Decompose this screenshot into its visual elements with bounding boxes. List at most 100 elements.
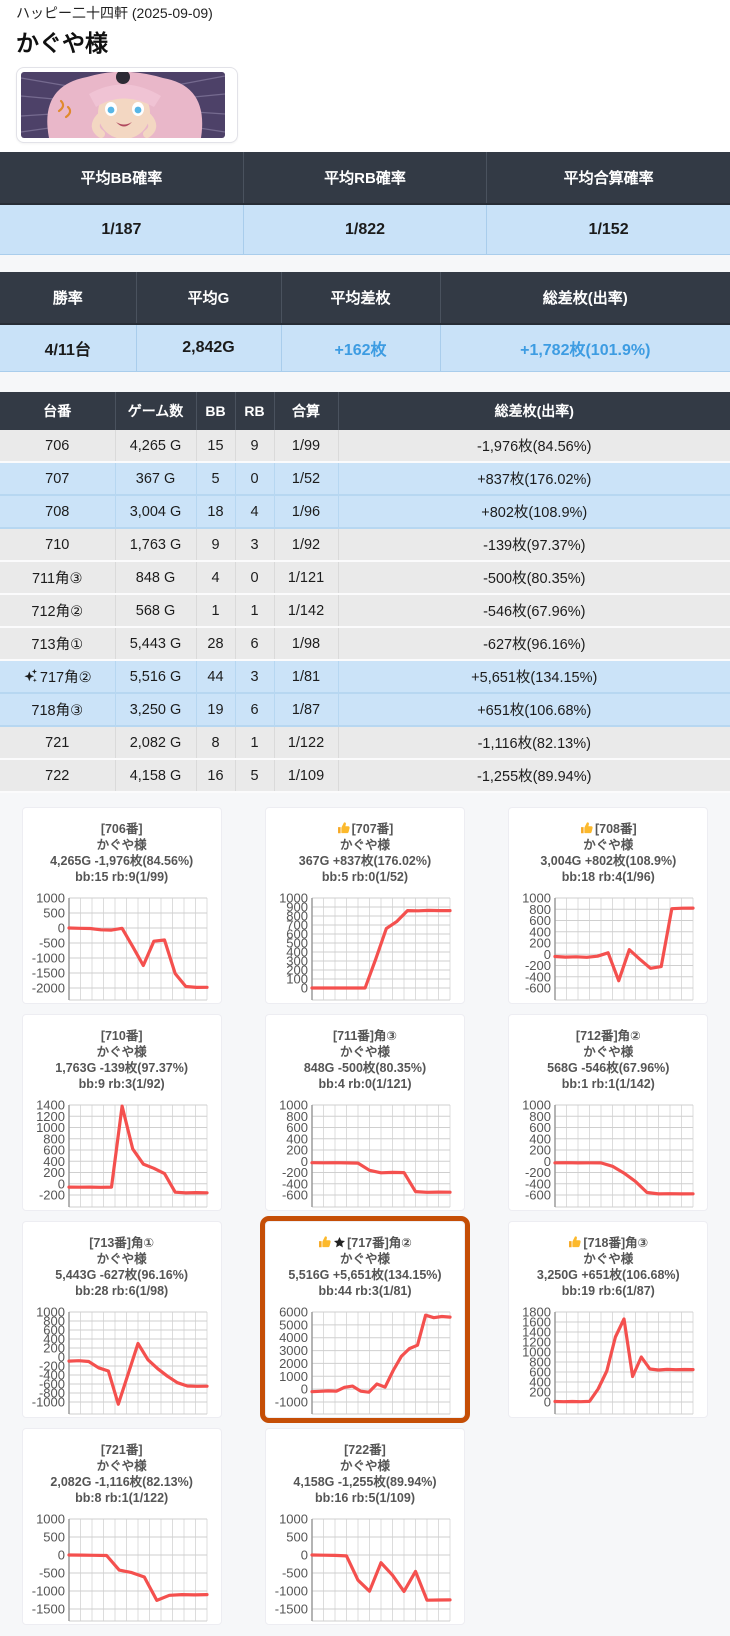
chart-machine-line: [706番] — [100, 822, 143, 836]
svg-text:800: 800 — [286, 909, 308, 924]
machine-image-card — [16, 67, 238, 143]
game-count-cell: 848 G — [115, 561, 197, 595]
svg-text:1000: 1000 — [522, 1345, 551, 1360]
table-row: 717角② 5,516 G 44 3 1/81 +5,651枚(134.15%) — [0, 660, 730, 694]
svg-text:-200: -200 — [39, 1188, 65, 1203]
svg-text:0: 0 — [301, 1382, 308, 1397]
chart-card-title: [717番]角② かぐや様 5,516G +5,651枚(134.15%) bb:44… — [266, 1235, 464, 1299]
svg-text:0: 0 — [57, 1548, 64, 1563]
combined-rate-cell: 1/122 — [274, 726, 339, 760]
svg-text:4000: 4000 — [279, 1330, 308, 1345]
machine-image — [21, 72, 225, 138]
chart-model-name: かぐや様 — [339, 1252, 390, 1266]
total-diff-cell: +837枚(176.02%) — [338, 462, 730, 496]
game-count-cell: 3,004 G — [115, 495, 197, 529]
total-diff-cell: +802枚(108.9%) — [338, 495, 730, 529]
svg-text:400: 400 — [530, 1131, 552, 1146]
chart-stat-line: 848G -500枚(80.35%) — [303, 1061, 427, 1075]
thumbs-up-icon — [319, 1236, 331, 1248]
chart-model-name: かぐや様 — [96, 1459, 147, 1473]
chart-bb-line: bb:16 rb:5(1/109) — [314, 1491, 415, 1505]
chart-card: [711番]角③ かぐや様 848G -500枚(80.35%) bb:4 rb:0(… — [264, 1014, 465, 1211]
chart-card-title: [713番]角① かぐや様 5,443G -627枚(96.16%) bb:28 rb… — [23, 1235, 221, 1299]
table-row: 722 4,158 G 16 5 1/109 -1,255枚(89.94%) — [0, 759, 730, 793]
machine-number-cell: 710 — [0, 528, 116, 562]
svg-text:-2000: -2000 — [31, 981, 64, 996]
rb-cell: 1 — [235, 726, 275, 760]
svg-text:-1000: -1000 — [31, 1584, 64, 1599]
table-row: 707 367 G 5 0 1/52 +837枚(176.02%) — [0, 462, 730, 496]
chart-card-title: [718番]角③ かぐや様 3,250G +651枚(106.68%) bb:19 r… — [509, 1235, 707, 1299]
bb-cell: 4 — [196, 561, 236, 595]
chart-bb-line: bb:28 rb:6(1/98) — [75, 1284, 169, 1298]
game-count-cell: 568 G — [115, 594, 197, 628]
avg-rb-rate-header: 平均RB確率 — [243, 152, 488, 205]
rb-cell: 3 — [235, 660, 275, 694]
chart-card-title: [712番]角② かぐや様 568G -546枚(67.96%) bb:1 rb:1(… — [509, 1028, 707, 1092]
chart-machine-line: [711番]角③ — [332, 1029, 398, 1043]
chart-card-title: [708番] かぐや様 3,004G +802枚(108.9%) bb:18 rb:4… — [509, 821, 707, 885]
svg-text:1200: 1200 — [36, 1109, 65, 1124]
svg-text:100: 100 — [286, 972, 308, 987]
svg-text:500: 500 — [43, 1530, 65, 1545]
bb-cell: 5 — [196, 462, 236, 496]
svg-text:-1000: -1000 — [275, 1584, 308, 1599]
chart-card: [721番] かぐや様 2,082G -1,116枚(82.13%) bb:8 rb:… — [21, 1428, 222, 1625]
svg-text:-600: -600 — [525, 1188, 551, 1203]
svg-text:200: 200 — [530, 936, 552, 951]
col-game-count: ゲーム数 — [115, 392, 197, 430]
bb-cell: 18 — [196, 495, 236, 529]
svg-text:-600: -600 — [282, 1188, 308, 1203]
rb-cell: 9 — [235, 430, 275, 463]
chart-card: [712番]角② かぐや様 568G -546枚(67.96%) bb:1 rb:1(… — [508, 1014, 709, 1211]
bb-cell: 9 — [196, 528, 236, 562]
svg-text:-500: -500 — [39, 936, 65, 951]
rb-cell: 6 — [235, 693, 275, 727]
avg-games-value: 2,842G — [136, 324, 282, 372]
chart-model-name: かぐや様 — [339, 1045, 390, 1059]
thumbs-up-icon — [569, 1236, 582, 1248]
total-diff-medals-value: +1,782枚(101.9%) — [440, 324, 730, 372]
col-rb: RB — [235, 392, 275, 430]
chart-stat-line: 367G +837枚(176.02%) — [298, 854, 432, 868]
svg-text:0: 0 — [57, 921, 64, 936]
chart-bb-line: bb:15 rb:9(1/99) — [75, 870, 169, 884]
chart-card: [707番] かぐや様 367G +837枚(176.02%) bb:5 rb:0(1… — [264, 807, 465, 1004]
chart-card-title: [721番] かぐや様 2,082G -1,116枚(82.13%) bb:8 rb:… — [23, 1442, 221, 1506]
svg-text:1000: 1000 — [522, 892, 551, 906]
section-spacer — [0, 255, 730, 272]
game-count-cell: 1,763 G — [115, 528, 197, 562]
svg-text:800: 800 — [43, 1131, 65, 1146]
avg-bb-rate-value: 1/187 — [0, 204, 244, 255]
svg-text:500: 500 — [286, 936, 308, 951]
svg-text:800: 800 — [43, 1314, 65, 1329]
svg-text:6000: 6000 — [279, 1306, 308, 1320]
table-row: 713角① 5,443 G 28 6 1/98 -627枚(96.16%) — [0, 627, 730, 661]
result-summary-table: 勝率 平均G 平均差枚 総差枚(出率) 4/11台 2,842G +162枚 +… — [0, 272, 730, 372]
svg-text:400: 400 — [286, 1131, 308, 1146]
avg-rb-rate-value: 1/822 — [243, 204, 488, 255]
bb-cell: 8 — [196, 726, 236, 760]
table-row: 710 1,763 G 9 3 1/92 -139枚(97.37%) — [0, 528, 730, 562]
rb-cell: 4 — [235, 495, 275, 529]
chart-stat-line: 5,516G +5,651枚(134.15%) — [288, 1268, 442, 1282]
avg-total-rate-value: 1/152 — [486, 204, 730, 255]
svg-text:600: 600 — [530, 1365, 552, 1380]
chart-stat-line: 3,004G +802枚(108.9%) — [540, 854, 677, 868]
combined-rate-cell: 1/109 — [274, 759, 339, 793]
slump-chart-grid: [706番] かぐや様 4,265G -1,976枚(84.56%) bb:15 rb… — [0, 793, 730, 1636]
svg-text:1600: 1600 — [522, 1315, 551, 1330]
chart-card-highlighted: [717番]角② かぐや様 5,516G +5,651枚(134.15%) bb:44… — [259, 1216, 470, 1423]
avg-bb-rate-header: 平均BB確率 — [0, 152, 244, 205]
game-count-cell: 4,265 G — [115, 430, 197, 463]
bb-cell: 1 — [196, 594, 236, 628]
svg-text:600: 600 — [286, 927, 308, 942]
svg-text:600: 600 — [530, 1120, 552, 1135]
machine-number-cell: 711角③ — [0, 561, 116, 595]
chart-stat-line: 4,158G -1,255枚(89.94%) — [293, 1475, 437, 1489]
svg-text:300: 300 — [286, 954, 308, 969]
chart-card: [718番]角③ かぐや様 3,250G +651枚(106.68%) bb:19 r… — [508, 1221, 709, 1418]
